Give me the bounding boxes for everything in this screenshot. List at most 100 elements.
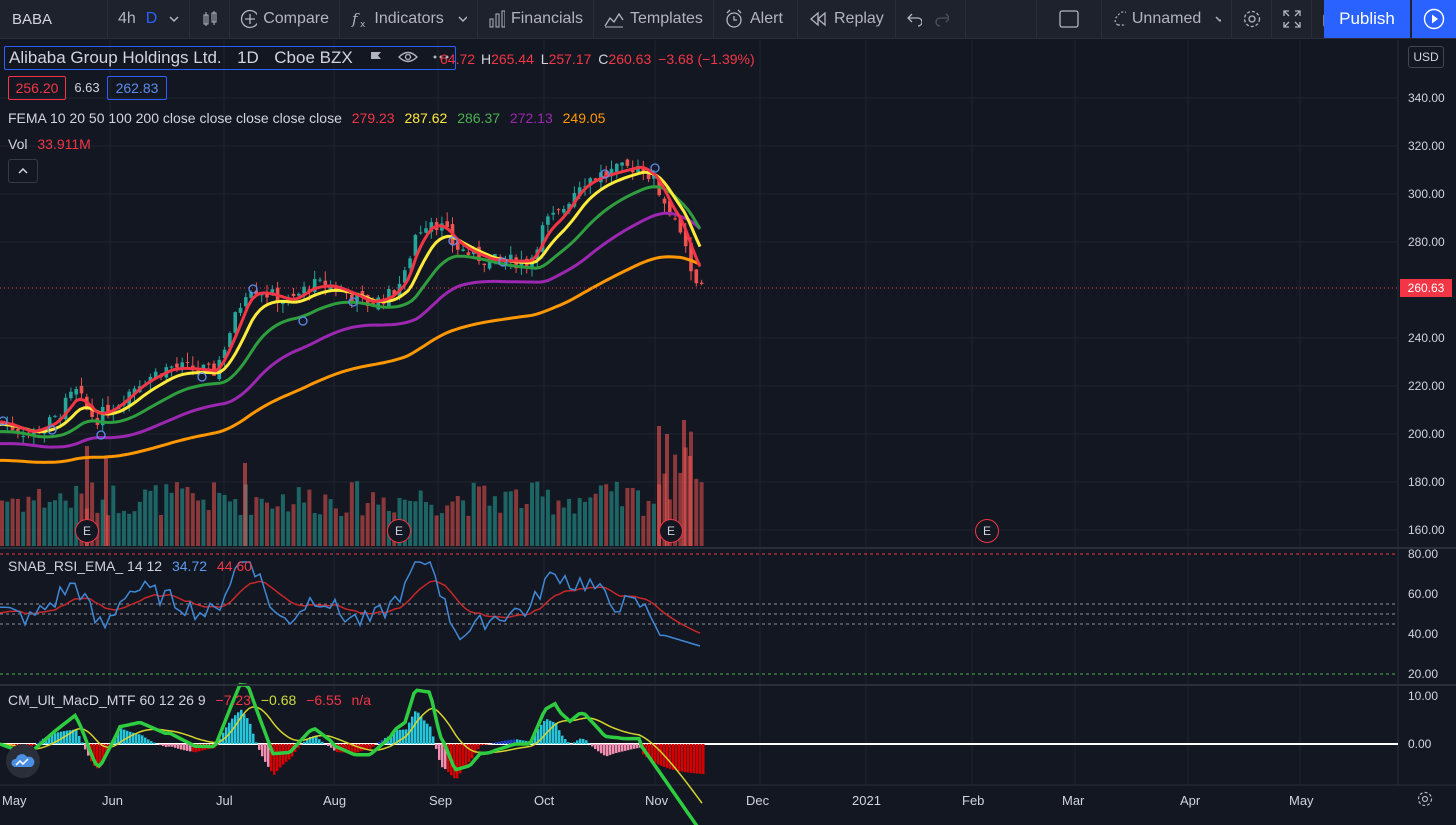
- candle-body: [403, 270, 407, 283]
- macd-line: [0, 682, 699, 825]
- fema-legend[interactable]: FEMA 10 20 50 100 200 close close close …: [8, 110, 611, 126]
- macd-histogram-bar: [540, 724, 543, 744]
- volume-spike: [104, 456, 108, 546]
- rsi-signal-value: 44.60: [216, 558, 252, 574]
- macd-histogram-bar: [621, 744, 624, 752]
- play-button[interactable]: [1412, 0, 1456, 38]
- fullscreen-button[interactable]: [1272, 0, 1312, 38]
- macd-histogram-bar: [57, 732, 60, 744]
- interval-4h[interactable]: 4h: [118, 10, 136, 27]
- chart-type-button[interactable]: [190, 0, 230, 38]
- tradingview-logo[interactable]: [6, 744, 40, 778]
- bar-chart-icon: [489, 10, 505, 28]
- earnings-badge[interactable]: E: [975, 519, 999, 543]
- earnings-badge[interactable]: E: [387, 519, 411, 543]
- settings-button[interactable]: [1232, 0, 1272, 38]
- macd-histogram-bar: [594, 744, 597, 750]
- macd-tick: 0.00: [1408, 737, 1432, 751]
- time-tick: Dec: [746, 793, 770, 808]
- macd-histogram-bar: [600, 744, 603, 754]
- replay-label: Replay: [834, 10, 884, 27]
- macd-histogram-bar: [456, 744, 459, 779]
- symbol-exchange: Cboe BZX: [274, 48, 353, 67]
- publish-button[interactable]: Publish: [1324, 0, 1410, 38]
- earnings-badge[interactable]: E: [659, 519, 683, 543]
- chevron-down-icon[interactable]: [458, 14, 467, 24]
- macd-label: CM_Ult_MacD_MTF 60 12 26 9: [8, 692, 206, 708]
- cloud-logo-icon: [11, 754, 35, 767]
- macd-histogram-bar: [180, 744, 183, 750]
- fullscreen-toggle[interactable]: [1036, 0, 1102, 38]
- undo-redo-group: [896, 0, 966, 38]
- earnings-badge[interactable]: E: [75, 519, 99, 543]
- macd-histogram-bar: [693, 744, 696, 774]
- macd-histogram-bar: [477, 744, 480, 750]
- collapse-legend-button[interactable]: [8, 159, 38, 183]
- ema-50-line: [0, 185, 702, 439]
- volume-bar: [5, 501, 10, 546]
- templates-button[interactable]: Templates: [594, 0, 714, 38]
- volume-bar: [47, 501, 52, 546]
- macd-histogram-bar: [687, 744, 690, 773]
- candle-body: [487, 258, 492, 269]
- macd-histogram-bar: [297, 744, 300, 749]
- symbol-search[interactable]: BABA: [0, 0, 108, 38]
- rsi-value: 34.72: [171, 558, 208, 574]
- macd-histogram-bar: [378, 741, 381, 744]
- interval-d[interactable]: D: [145, 10, 158, 27]
- volume-bar: [349, 482, 354, 546]
- volume-bar: [408, 500, 413, 546]
- flag-icon[interactable]: [369, 50, 383, 64]
- price-tick: 180.00: [1408, 475, 1445, 489]
- candle-body: [551, 212, 555, 215]
- chevron-down-icon[interactable]: [169, 14, 179, 24]
- volume-bar: [487, 505, 492, 546]
- macd-histogram-bar: [561, 735, 564, 744]
- interval-selector[interactable]: 4h D: [108, 0, 190, 38]
- volume-bar: [418, 490, 423, 546]
- macd-legend[interactable]: CM_Ult_MacD_MTF 60 12 26 9 −7.23 −0.68 −…: [8, 692, 377, 708]
- low-label: L: [540, 51, 549, 67]
- redo-icon[interactable]: [934, 11, 950, 27]
- macd-histogram-bar: [120, 728, 123, 744]
- chevron-down-icon[interactable]: [1215, 14, 1221, 24]
- alert-button[interactable]: Alert: [714, 0, 798, 38]
- axis-settings-button[interactable]: [1416, 790, 1434, 813]
- macd-histogram-bar: [591, 744, 594, 747]
- candle-body: [540, 225, 545, 252]
- rsi-label: SNAB_RSI_EMA_ 14 12: [8, 558, 163, 574]
- undo-icon[interactable]: [906, 11, 922, 27]
- macd-histogram-bar: [651, 744, 654, 762]
- symbol-info-box[interactable]: Alibaba Group Holdings Ltd. 1D Cboe BZX: [4, 46, 456, 70]
- layout-menu[interactable]: Unnamed: [1102, 0, 1232, 38]
- macd-histogram-bar: [516, 739, 519, 744]
- volume-bar: [376, 504, 381, 546]
- rsi-legend[interactable]: SNAB_RSI_EMA_ 14 12 34.72 44.60: [8, 558, 258, 574]
- more-icon[interactable]: [431, 50, 451, 64]
- time-tick: Apr: [1180, 793, 1201, 808]
- compare-button[interactable]: Compare: [230, 0, 340, 38]
- macd-histogram-bar: [402, 729, 405, 744]
- candle-body: [74, 389, 78, 395]
- candle-body: [222, 349, 227, 359]
- macd-histogram-bar: [564, 739, 567, 744]
- bid-price[interactable]: 256.20: [8, 76, 66, 100]
- macd-histogram-bar: [579, 738, 582, 744]
- volume-legend[interactable]: Vol 33.911M: [8, 136, 97, 152]
- macd-histogram-bar: [303, 741, 306, 744]
- macd-histogram-bar: [261, 744, 264, 757]
- ask-price[interactable]: 262.83: [107, 76, 167, 100]
- volume-bar: [577, 498, 582, 546]
- eye-icon[interactable]: [398, 50, 419, 64]
- macd-histogram-bar: [696, 744, 699, 774]
- macd-histogram-bar: [483, 744, 486, 745]
- financials-button[interactable]: Financials: [478, 0, 594, 38]
- volume-bar: [265, 502, 269, 546]
- candle-body: [297, 293, 301, 296]
- replay-button[interactable]: Replay: [798, 0, 896, 38]
- currency-badge[interactable]: USD: [1408, 46, 1444, 68]
- volume-bar: [365, 503, 370, 546]
